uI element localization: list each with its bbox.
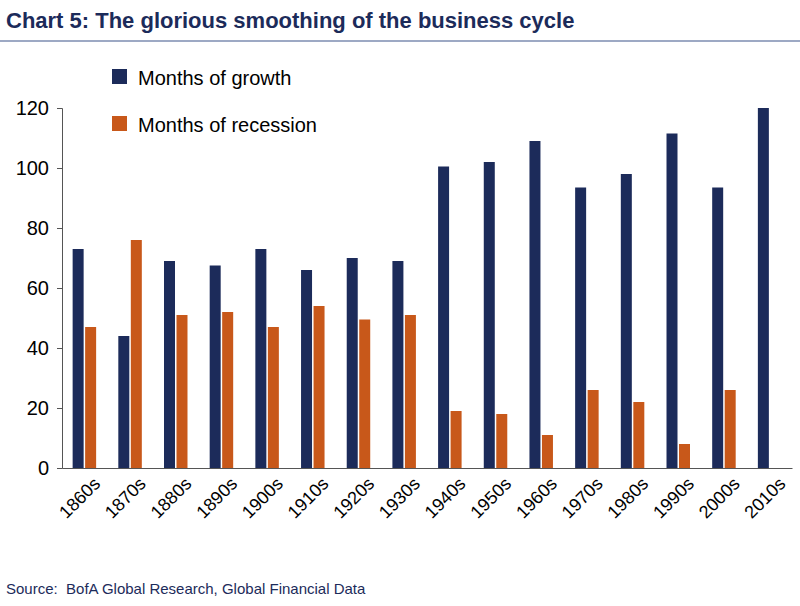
chart: Chart 5: The glorious smoothing of the b… xyxy=(0,0,800,606)
x-tick: 1950s xyxy=(466,474,515,523)
y-tick-label: 120 xyxy=(16,97,49,119)
x-tick-label: 1930s xyxy=(375,474,424,523)
bar xyxy=(222,312,233,468)
source: Source: BofA Global Research, Global Fin… xyxy=(6,580,366,597)
y-tick-label: 100 xyxy=(16,157,49,179)
y-axis: 0 20 40 60 80 100 120 xyxy=(16,97,63,479)
x-tick-label: 2010s xyxy=(741,474,790,523)
y-tick: 20 xyxy=(27,397,62,419)
bar xyxy=(529,141,540,468)
y-tick: 0 xyxy=(38,457,62,479)
bar xyxy=(131,240,142,468)
y-tick-mark xyxy=(57,348,62,349)
bar xyxy=(164,261,175,468)
bar xyxy=(405,315,416,468)
bars xyxy=(73,108,769,468)
bar xyxy=(679,444,690,468)
x-tick: 1880s xyxy=(147,474,196,523)
bar xyxy=(438,167,449,469)
x-tick: 1890s xyxy=(192,474,241,523)
bar xyxy=(621,174,632,468)
x-tick-label: 1900s xyxy=(238,474,287,523)
x-tick-label: 1940s xyxy=(421,474,470,523)
bar xyxy=(347,258,358,468)
x-tick: 1990s xyxy=(649,474,698,523)
bar xyxy=(496,414,507,468)
y-tick-mark xyxy=(57,228,62,229)
x-tick: 1910s xyxy=(284,474,333,523)
x-tick: 1930s xyxy=(375,474,424,523)
bar xyxy=(392,261,403,468)
bar xyxy=(255,249,266,468)
bar xyxy=(588,390,599,468)
x-tick: 1920s xyxy=(329,474,378,523)
legend-label: Months of growth xyxy=(138,67,291,89)
bar xyxy=(575,188,586,469)
x-tick-label: 1950s xyxy=(466,474,515,523)
x-tick-label: 1860s xyxy=(55,474,104,523)
title: Chart 5: The glorious smoothing of the b… xyxy=(6,8,574,33)
x-tick: 1940s xyxy=(421,474,470,523)
x-tick-label: 1890s xyxy=(192,474,241,523)
bar xyxy=(210,266,221,469)
x-tick: 1860s xyxy=(55,474,104,523)
bar xyxy=(359,320,370,469)
bar xyxy=(301,270,312,468)
y-tick-label: 60 xyxy=(27,277,49,299)
y-axis-line xyxy=(57,109,63,469)
bar xyxy=(176,315,187,468)
y-tick-mark xyxy=(57,288,62,289)
x-tick-label: 1980s xyxy=(603,474,652,523)
y-tick: 120 xyxy=(16,97,62,119)
bar xyxy=(118,336,129,468)
x-axis: 1860s1870s1880s1890s1900s1910s1920s1930s… xyxy=(55,469,792,523)
bar xyxy=(451,411,462,468)
bar xyxy=(85,327,96,468)
y-tick: 100 xyxy=(16,157,62,179)
x-tick-label: 1970s xyxy=(558,474,607,523)
legend-swatch xyxy=(112,69,127,84)
y-tick-label: 80 xyxy=(27,217,49,239)
x-tick: 1970s xyxy=(558,474,607,523)
x-tick: 1900s xyxy=(238,474,287,523)
y-tick-label: 40 xyxy=(27,337,49,359)
x-tick-label: 2000s xyxy=(695,474,744,523)
legend-swatch xyxy=(112,116,127,131)
y-tick-mark xyxy=(57,468,62,469)
x-tick-label: 1960s xyxy=(512,474,561,523)
x-tick: 2010s xyxy=(741,474,790,523)
legend: Months of growth Months of recession xyxy=(112,67,317,136)
y-tick: 80 xyxy=(27,217,62,239)
x-tick-label: 1880s xyxy=(147,474,196,523)
bar xyxy=(770,468,781,469)
x-tick: 2000s xyxy=(695,474,744,523)
y-tick: 60 xyxy=(27,277,62,299)
bar xyxy=(268,327,279,468)
x-axis-line xyxy=(63,468,793,469)
bar xyxy=(633,402,644,468)
bar xyxy=(667,134,678,469)
y-tick: 40 xyxy=(27,337,62,359)
y-tick-label: 0 xyxy=(38,457,49,479)
bar xyxy=(712,188,723,469)
title-rule xyxy=(0,40,800,42)
x-tick: 1980s xyxy=(603,474,652,523)
bar xyxy=(484,162,495,468)
x-tick-label: 1870s xyxy=(101,474,150,523)
y-tick-mark xyxy=(57,108,62,109)
bar xyxy=(314,306,325,468)
x-tick-label: 1910s xyxy=(284,474,333,523)
bar xyxy=(758,108,769,468)
x-tick-label: 1990s xyxy=(649,474,698,523)
bar xyxy=(542,435,553,468)
y-tick-label: 20 xyxy=(27,397,49,419)
y-tick-mark xyxy=(57,168,62,169)
y-tick-mark xyxy=(57,408,62,409)
x-tick-label: 1920s xyxy=(329,474,378,523)
bar xyxy=(73,249,84,468)
legend-label: Months of recession xyxy=(138,114,317,136)
x-tick: 1870s xyxy=(101,474,150,523)
x-tick: 1960s xyxy=(512,474,561,523)
bar xyxy=(725,390,736,468)
